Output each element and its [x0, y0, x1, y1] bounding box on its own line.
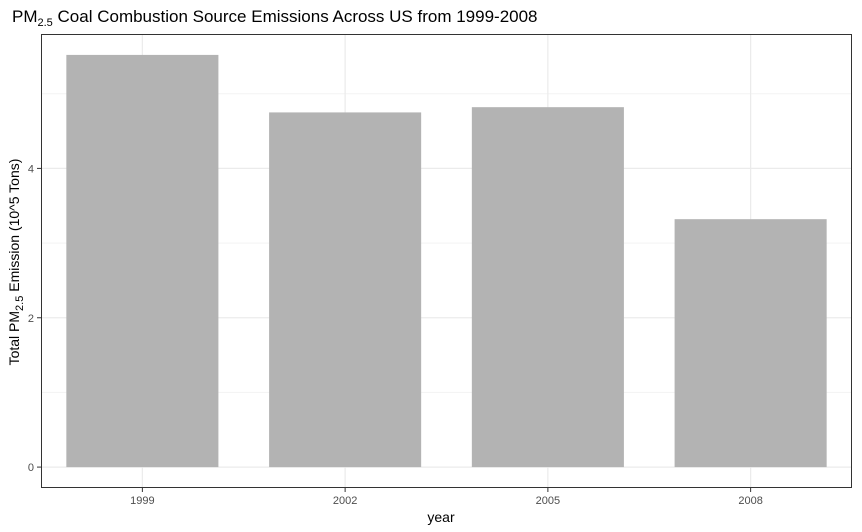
chart-title-subscript: 2.5 [38, 17, 53, 29]
bar-1999 [66, 54, 219, 468]
y-axis-title-prefix: Total PM [6, 311, 22, 365]
x-tick-label: 2005 [536, 495, 560, 507]
plot-panel-border [41, 34, 852, 488]
x-tick-label: 1999 [130, 495, 154, 507]
x-axis-ticks: 1999 2002 2005 2008 [130, 488, 763, 507]
bar-2005 [471, 107, 624, 468]
bar-2008 [674, 219, 827, 468]
x-tick-label: 2008 [738, 495, 762, 507]
y-tick-label: 4 [28, 163, 34, 175]
y-tick-label: 2 [28, 313, 34, 325]
y-axis-title-suffix: Emission (10^5 Tons) [6, 159, 22, 296]
x-tick-label: 2002 [333, 495, 357, 507]
y-tick-label: 0 [28, 462, 34, 474]
x-axis-title: year [427, 509, 455, 525]
bars [66, 54, 827, 468]
y-axis-title: Total PM2.5 Emission (10^5 Tons) [6, 159, 26, 366]
chart-title-prefix: PM [12, 7, 38, 26]
y-axis-ticks: 0 2 4 [28, 163, 41, 474]
bar-2002 [269, 112, 422, 468]
y-axis-title-subscript: 2.5 [14, 296, 26, 311]
chart-title: PM2.5 Coal Combustion Source Emissions A… [12, 7, 538, 29]
chart-title-suffix: Coal Combustion Source Emissions Across … [53, 7, 538, 26]
